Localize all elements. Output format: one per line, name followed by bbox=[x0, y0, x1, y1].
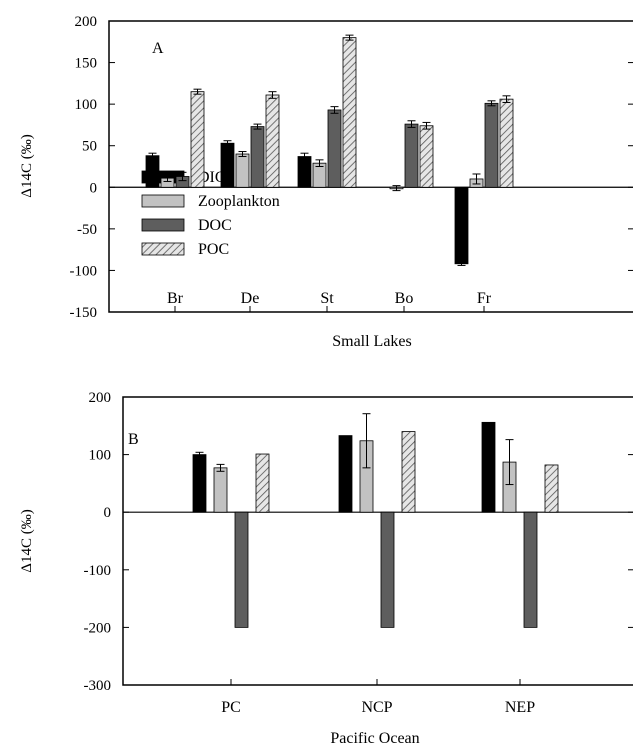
panel-a-y-tick-label: 50 bbox=[82, 139, 97, 155]
panel-a-y-tick-label: -100 bbox=[70, 263, 98, 279]
panel-a-y-tick-label: -150 bbox=[70, 305, 98, 321]
panel-a-error-bar-zooplankton-st bbox=[315, 159, 324, 167]
panel-b: B Pacific Ocean Δ14C (‰) 200 100 0 -100 -200… bbox=[19, 390, 633, 747]
panel-a-error-bar-doc-fr bbox=[487, 100, 496, 107]
panel-b-bar-dic-nep bbox=[481, 421, 496, 513]
panel-a-bar-zooplankton-de bbox=[235, 153, 250, 188]
panel-a-bar-doc-bo bbox=[404, 123, 419, 188]
panel-a-label: A bbox=[152, 40, 164, 57]
panel-b-label: B bbox=[128, 431, 139, 448]
panel-b-bar-poc-ncp bbox=[401, 431, 416, 513]
panel-a-y-tick-label: 150 bbox=[75, 56, 98, 72]
panel-a-error-bar-poc-fr bbox=[502, 95, 511, 103]
panel-a-bar-dic-st bbox=[297, 156, 312, 188]
panel-b-y-tick-label: 200 bbox=[89, 390, 112, 406]
panel-a-error-bar-dic-st bbox=[300, 152, 309, 161]
panel-b-error-bar-dic-pc bbox=[195, 451, 204, 458]
panel-a-error-bar-doc-de bbox=[253, 123, 262, 130]
legend-label-zooplankton: Zooplankton bbox=[198, 193, 280, 210]
panel-a-y-tick-label: -50 bbox=[77, 222, 97, 238]
panel-b-x-axis-title: Pacific Ocean bbox=[330, 730, 419, 747]
panel-b-y-tick-label: -300 bbox=[84, 678, 112, 694]
panel-a-error-bar-zooplankton-de bbox=[238, 151, 247, 158]
panel-b-bar-doc-pc bbox=[234, 511, 249, 628]
panel-b-y-tick-label: 0 bbox=[104, 505, 112, 521]
panel-b-y-tick-label: -200 bbox=[84, 620, 112, 636]
panel-b-error-bar-zooplankton-nep bbox=[505, 439, 514, 486]
panel-a-bar-doc-de bbox=[250, 126, 265, 188]
panel-a-bar-poc-de bbox=[265, 94, 280, 188]
panel-a-x-tick-label: Br bbox=[167, 290, 184, 307]
panel-b-bar-poc-pc bbox=[255, 453, 270, 513]
legend-item-doc: DOC bbox=[141, 217, 232, 234]
panel-b-error-bar-zooplankton-ncp bbox=[362, 413, 371, 469]
panel-a-error-bar-dic-de bbox=[223, 140, 232, 147]
panel-a-error-bar-doc-bo bbox=[407, 120, 416, 128]
panel-b-bar-doc-nep bbox=[523, 511, 538, 628]
panel-a-x-axis-title: Small Lakes bbox=[332, 333, 412, 350]
panel-a-error-bar-poc-bo bbox=[422, 121, 431, 130]
panel-a-error-bar-poc-st bbox=[345, 34, 354, 41]
panel-a-error-bar-poc-br bbox=[193, 88, 202, 95]
panel-b-y-axis-title: Δ14C (‰) bbox=[19, 509, 35, 572]
panel-a-y-tick-label: 0 bbox=[90, 180, 98, 196]
panel-a-x-tick-label: De bbox=[241, 290, 260, 307]
panel-a-error-bar-zooplankton-fr bbox=[472, 173, 481, 185]
panel-a-y-axis-title: Δ14C (‰) bbox=[19, 134, 35, 197]
legend-swatch-doc bbox=[141, 218, 185, 232]
panel-a-error-bar-zooplankton-br bbox=[163, 174, 172, 182]
panel-a-legend: DIC Zooplankton DOC POC bbox=[141, 169, 280, 258]
panel-a-error-bar-poc-de bbox=[268, 91, 277, 99]
panel-a-bar-poc-br bbox=[190, 91, 205, 188]
panel-a-plot-frame bbox=[108, 20, 633, 313]
legend-label-poc: POC bbox=[198, 241, 229, 258]
panel-b-error-bar-zooplankton-pc bbox=[216, 463, 225, 472]
panel-a-error-bar-doc-st bbox=[330, 106, 339, 114]
panel-b-bar-dic-pc bbox=[192, 454, 207, 513]
legend-swatch-poc bbox=[141, 242, 185, 256]
panel-b-y-tick-label: 100 bbox=[89, 448, 112, 464]
panel-a-error-bar-dic-br bbox=[148, 152, 157, 159]
legend-label-doc: DOC bbox=[198, 217, 232, 234]
panel-b-bar-zooplankton-pc bbox=[213, 467, 228, 513]
panel-a-error-bar-dic-fr bbox=[457, 261, 466, 266]
panel-a-x-tick-label: Bo bbox=[395, 290, 414, 307]
panel-a-y-tick-label: 100 bbox=[75, 97, 98, 113]
panel-a-bar-poc-st bbox=[342, 37, 357, 188]
panel-a-y-tick-label: 200 bbox=[75, 14, 98, 30]
panel-b-bar-dic-ncp bbox=[338, 435, 353, 513]
panel-a-bar-dic-de bbox=[220, 142, 235, 188]
legend-swatch-zooplankton bbox=[141, 194, 185, 208]
panel-a-bar-dic-fr bbox=[454, 186, 469, 265]
legend-item-poc: POC bbox=[141, 241, 229, 258]
panel-a-x-tick-label: St bbox=[320, 290, 334, 307]
panel-a-bar-dic-br bbox=[145, 155, 160, 188]
panel-b-x-tick-label: NEP bbox=[505, 699, 535, 716]
panel-a-error-bar-doc-br bbox=[178, 171, 187, 182]
panel-b-bar-poc-nep bbox=[544, 464, 559, 513]
legend-label-dic: DIC bbox=[198, 169, 226, 186]
panel-a-x-tick-label: Fr bbox=[477, 290, 492, 307]
panel-b-x-tick-label: PC bbox=[221, 699, 241, 716]
panel-a-bar-poc-bo bbox=[419, 125, 434, 188]
panel-b-x-tick-label: NCP bbox=[361, 699, 392, 716]
panel-b-y-tick-label: -100 bbox=[84, 563, 112, 579]
panel-a-bar-poc-fr bbox=[499, 98, 514, 188]
panel-b-bar-doc-ncp bbox=[380, 511, 395, 628]
panel-b-plot-frame bbox=[122, 396, 633, 686]
panel-a-error-bar-zooplankton-bo bbox=[392, 185, 401, 192]
panel-a-bar-doc-st bbox=[327, 109, 342, 188]
legend-item-zooplankton: Zooplankton bbox=[141, 193, 280, 210]
panel-a: A Small Lakes Δ14C (‰) DIC Zooplankton DOC… bbox=[19, 14, 633, 350]
panel-a-bar-doc-fr bbox=[484, 102, 499, 188]
